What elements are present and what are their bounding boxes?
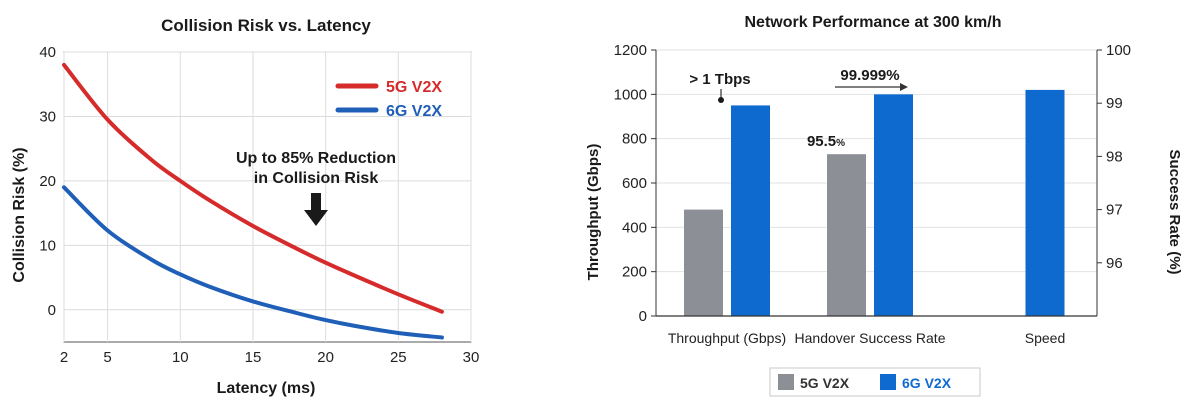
chart1-x-tick-label: 2 (60, 349, 68, 366)
chart1-y-axis-label: Collision Risk (%) (11, 147, 28, 282)
annotation-line-1: Up to 85% Reduction (236, 150, 396, 167)
chart1-annotation: Up to 85% Reduction in Collision Risk (236, 150, 396, 226)
chart1-title: Collision Risk vs. Latency (161, 16, 371, 35)
bar-6g (874, 94, 913, 316)
chart2-y-axis-label-right: Success Rate (%) (1166, 149, 1183, 274)
chart2-y-tick-label: 200 (622, 264, 647, 281)
chart2-y-ticks: 0 200 400 600 800 1000 1200 (614, 42, 656, 325)
chart2-y-tick-label-right: 96 (1106, 255, 1123, 272)
chart2-category-label: Throughput (Gbps) (668, 330, 786, 346)
legend-swatch-6g (880, 374, 896, 390)
chart1-x-axis-label: Latency (ms) (217, 380, 316, 397)
chart1-x-tick-label: 15 (245, 349, 262, 366)
chart2-y-tick-label: 800 (622, 131, 647, 148)
chart2-y-tick-label-right: 97 (1106, 202, 1123, 219)
legend-swatch-5g (778, 374, 794, 390)
annotation-success-6g: 99.999% (840, 67, 899, 84)
chart2-y-tick-label-right: 99 (1106, 95, 1123, 112)
chart1-x-tick-label: 10 (172, 349, 189, 366)
chart2-y-tick-label-right: 100 (1106, 42, 1131, 59)
chart1-y-ticks: 0 10 20 30 40 (39, 44, 56, 319)
chart2-title: Network Performance at 300 km/h (745, 14, 1002, 31)
legend-box (769, 367, 981, 397)
annotation-line-2: in Collision Risk (254, 170, 379, 187)
chart1-y-tick-label: 40 (39, 44, 56, 61)
chart2-y-tick-label: 1200 (614, 42, 647, 59)
chart1-y-tick-label: 0 (48, 302, 56, 319)
bar-5g (827, 154, 866, 316)
chart1-y-tick-label: 30 (39, 108, 56, 125)
chart2-y-tick-label-right: 98 (1106, 148, 1123, 165)
network-performance-chart: Network Performance at 300 km/h 0 200 400 6… (585, 14, 1183, 397)
annotation-success-5g-value: 95.5 (807, 133, 836, 150)
bar-6g (1025, 89, 1065, 317)
annotation-tbps: > 1 Tbps (689, 71, 750, 88)
annotation-tbps-dot (718, 97, 724, 103)
legend-label-5g: 5G V2X (800, 375, 850, 391)
legend-label-6g: 6G V2X (902, 375, 952, 391)
legend-label-5g: 5G V2X (386, 79, 442, 96)
chart2-category-label: Speed (1025, 330, 1065, 346)
chart2-y-ticks-right: 96 97 98 99 100 (1097, 42, 1131, 272)
bar-6g (731, 105, 770, 317)
chart1-series (62, 62, 444, 340)
chart2-category-label: Handover Success Rate (795, 330, 946, 346)
chart2-legend: 5G V2X 6G V2X (769, 367, 981, 397)
annotation-success-5g-suffix: % (836, 138, 845, 149)
chart1-x-tick-label: 5 (103, 349, 111, 366)
chart2-y-tick-label: 600 (622, 175, 647, 192)
chart2-category-labels: Throughput (Gbps) Handover Success Rate Sp… (668, 330, 1065, 346)
chart2-y-tick-label: 400 (622, 219, 647, 236)
chart1-plot-area (63, 51, 472, 343)
chart1-x-tick-label: 25 (390, 349, 407, 366)
chart1-x-tick-label: 20 (317, 349, 334, 366)
chart1-legend: 5G V2X 6G V2X (335, 79, 442, 120)
annotation-down-arrow-icon (304, 193, 328, 226)
chart2-annotations: > 1 Tbps 99.999% 95.5% (689, 67, 908, 150)
annotation-success-5g: 95.5% (807, 133, 845, 150)
chart2-bars (684, 89, 1065, 317)
chart2-y-axis-label: Throughput (Gbps) (585, 144, 602, 281)
chart1-x-ticks: 2 5 10 15 20 25 30 (60, 349, 480, 366)
chart2-y-tick-label: 1000 (614, 86, 647, 103)
bar-5g (684, 209, 723, 316)
annotation-success-arrow-icon (900, 83, 908, 91)
chart1-y-tick-label: 20 (39, 173, 56, 190)
chart1-x-tick-label: 30 (463, 349, 480, 366)
chart2-y-tick-label: 0 (639, 308, 647, 325)
chart1-y-tick-label: 10 (39, 237, 56, 254)
legend-label-6g: 6G V2X (386, 103, 442, 120)
